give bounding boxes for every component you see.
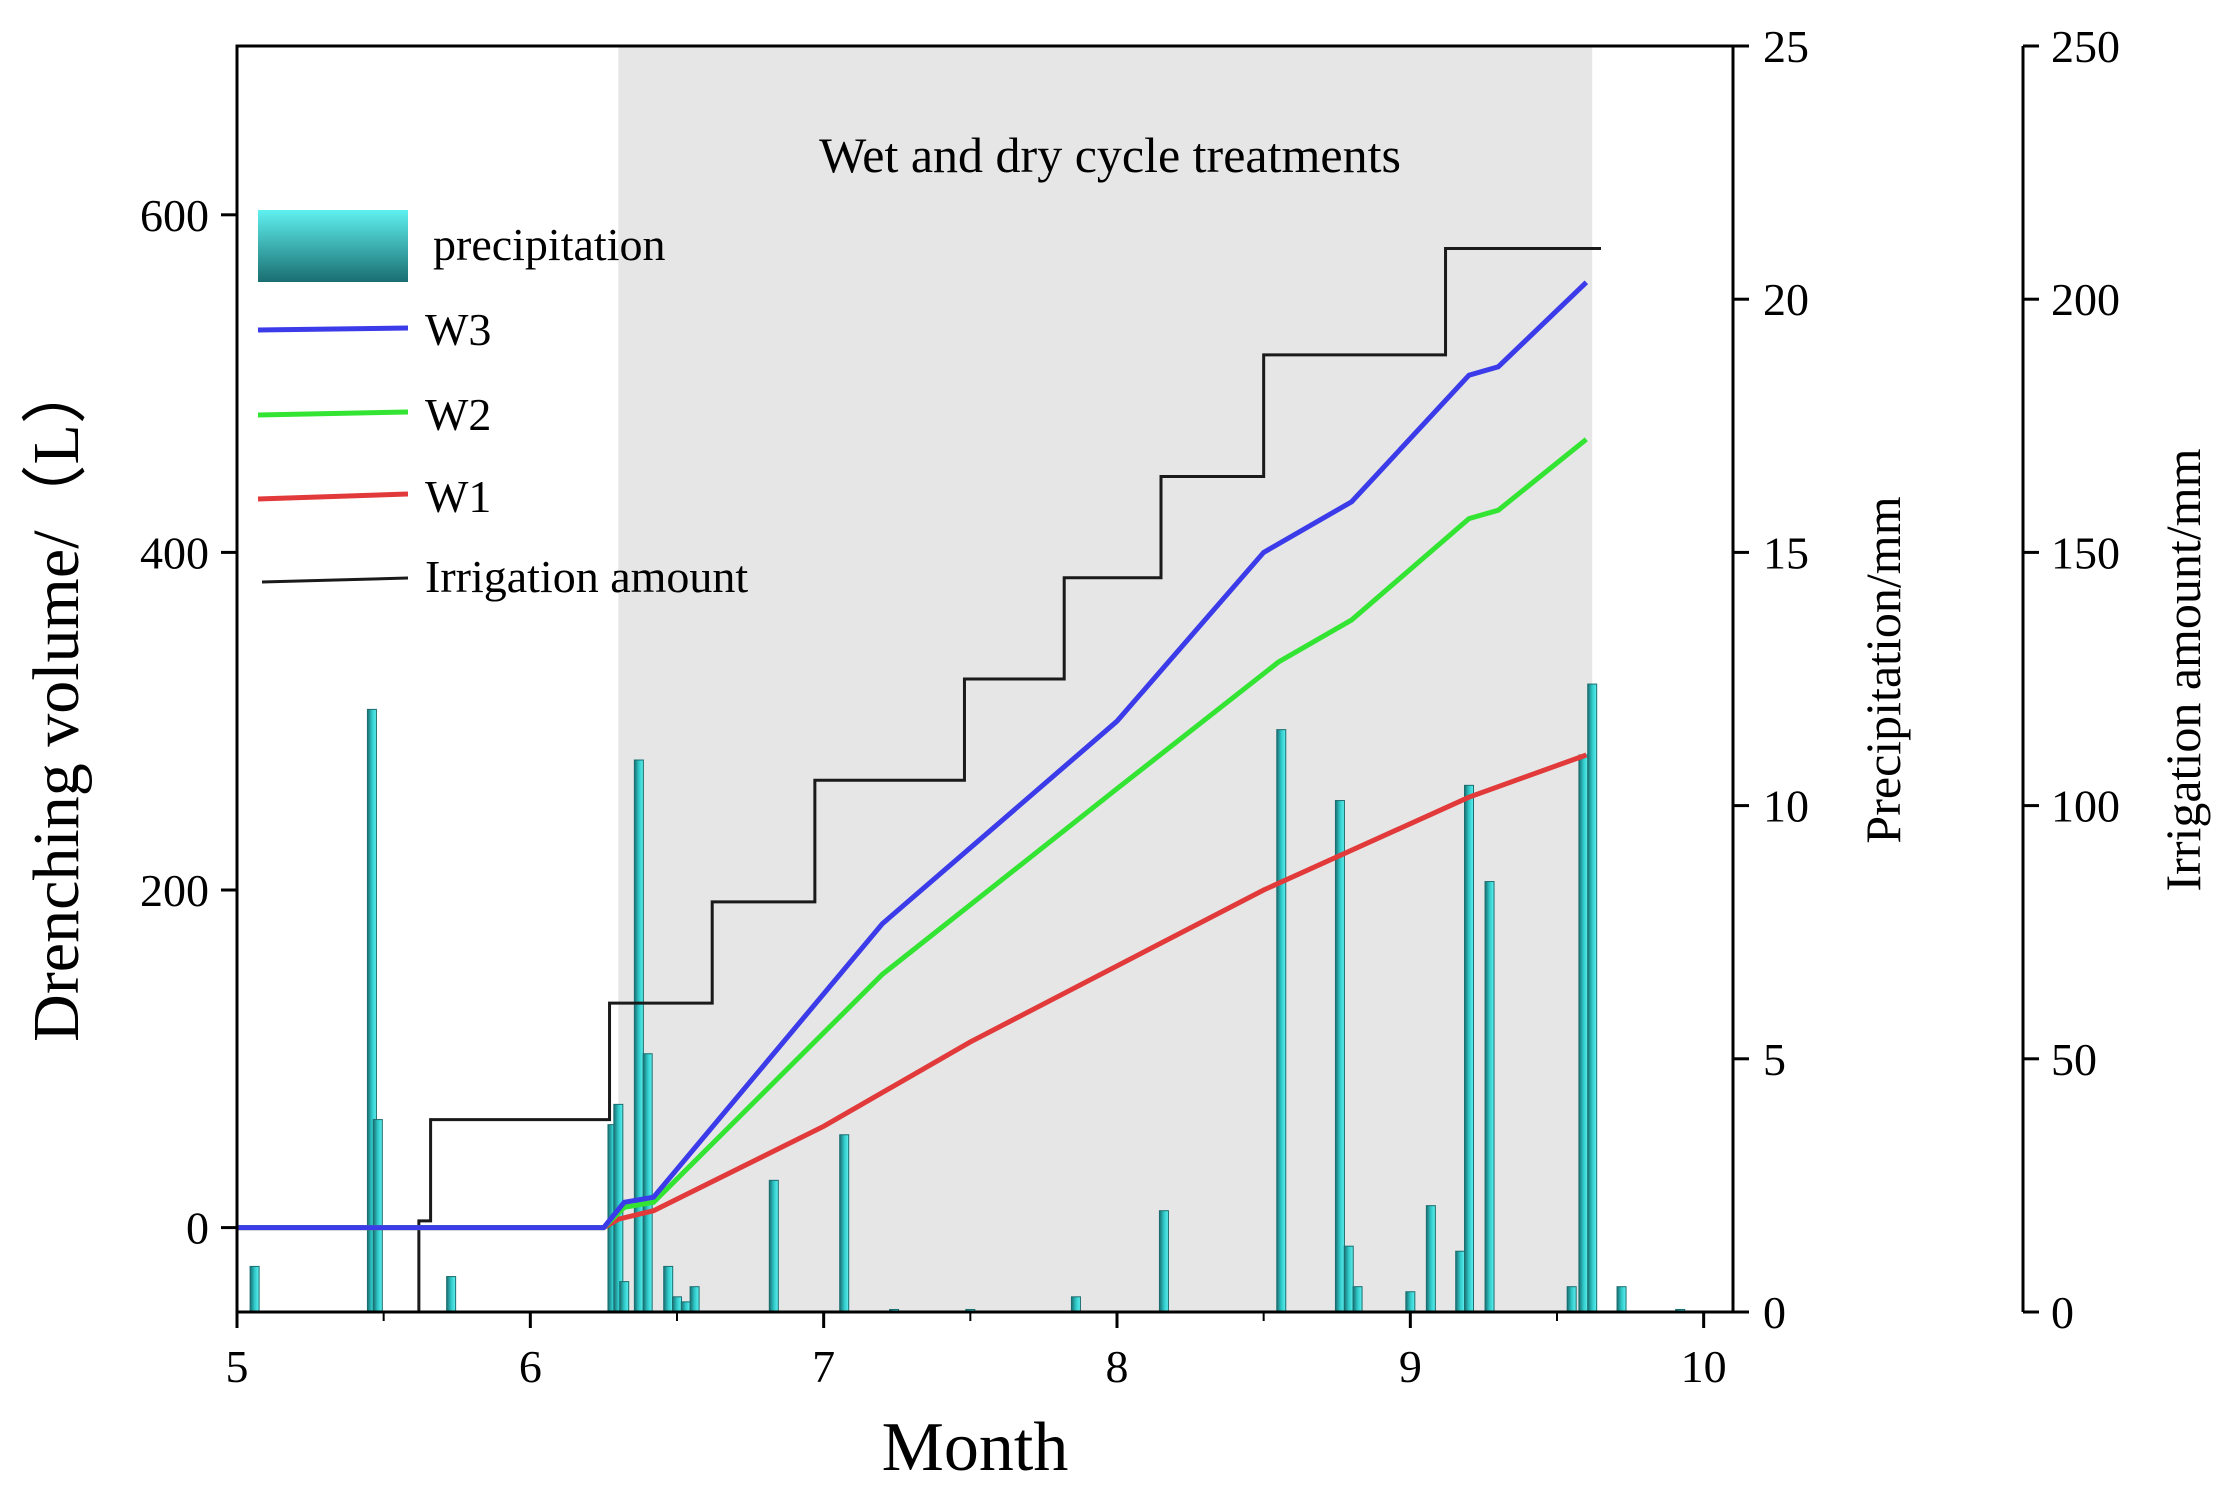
left-y-axis-title: Drenching volume/（L） [20,358,93,1042]
precipitation-bar [1484,881,1495,1313]
left-tick-label: 0 [186,1203,209,1254]
precipitation-bar [1070,1296,1081,1313]
legend-w2-swatch [257,409,409,418]
legend-w1-swatch [257,491,409,502]
precipitation-bar [446,1276,457,1313]
precipitation-tick-label: 10 [1763,781,1809,832]
precipitation-bar [1343,1245,1354,1313]
precipitation-bar [1425,1205,1436,1313]
irrigation-tick-label: 100 [2051,781,2120,832]
legend-w3-swatch [257,325,409,333]
precipitation-bar [663,1265,674,1313]
legend-irrigation-label: Irrigation amount [425,551,748,602]
precipitation-bar [680,1301,691,1313]
axes: 5 6 7 8 9 10020040060005101520250501001502002… [140,21,2120,1392]
precipitation-bar [1587,683,1598,1313]
precipitation-bar [1334,800,1345,1313]
precipitation-bar [672,1296,682,1313]
treatment-shaded-region [618,46,1593,1312]
w3-line [237,280,1589,1231]
irrigation-axis-title: Irrigation amount/mm [2155,448,2211,891]
precipitation-bar [1566,1286,1577,1313]
precipitation-tick-label: 5 [1763,1034,1786,1085]
series-lines [237,247,1601,1312]
precipitation-tick-label: 25 [1763,21,1809,72]
x-tick-label: 5 [226,1341,249,1392]
legend-precipitation-swatch [258,210,408,282]
legend-w1-label: W1 [425,471,491,522]
precipitation-bar [619,1281,630,1313]
left-tick-label: 600 [140,190,209,241]
irrigation-tick-label: 0 [2051,1287,2074,1338]
precipitation-bar [1276,729,1287,1313]
legend-irrigation-swatch [261,576,409,584]
irrigation-tick-label: 50 [2051,1034,2097,1085]
precipitation-bar [768,1179,779,1313]
precipitation-tick-label: 20 [1763,274,1809,325]
precipitation-bar [1158,1210,1169,1313]
left-tick-label: 200 [140,865,209,916]
precipitation-axis-title: Precipitation/mm [1855,496,1911,843]
precipitation-bar [633,759,644,1313]
precipitation-bar [1616,1286,1627,1313]
legend-w2-label: W2 [425,389,491,440]
irrigation-line [417,247,1601,1312]
x-tick-label: 6 [519,1341,542,1392]
precipitation-bar [839,1134,850,1313]
precipitation-bar [1405,1291,1416,1313]
legend: precipitation W3 W2 W1 Irrigation amount [257,210,748,602]
precipitation-bar [1352,1286,1363,1313]
precipitation-bar [1578,754,1589,1313]
x-axis-title: Month [882,1409,1069,1486]
treatment-annotation: Wet and dry cycle treatments [819,127,1401,183]
precipitation-bar [372,1119,383,1313]
x-tick-label: 10 [1681,1341,1727,1392]
precipitation-bar [642,1053,653,1313]
precipitation-tick-label: 15 [1763,527,1809,578]
precipitation-bar [1455,1250,1466,1313]
precipitation-bar [1464,784,1474,1313]
x-tick-label: 8 [1106,1341,1129,1392]
legend-precipitation-label: precipitation [433,219,665,270]
legend-w3-label: W3 [425,304,491,355]
x-tick-label: 9 [1399,1341,1422,1392]
x-tick-label: 7 [812,1341,835,1392]
precipitation-bars [249,683,1686,1313]
left-tick-label: 400 [140,527,209,578]
precipitation-tick-label: 0 [1763,1287,1786,1338]
irrigation-tick-label: 250 [2051,21,2120,72]
precipitation-bar [249,1265,260,1313]
irrigation-tick-label: 200 [2051,274,2120,325]
precipitation-bar [689,1286,700,1313]
irrigation-tick-label: 150 [2051,527,2120,578]
